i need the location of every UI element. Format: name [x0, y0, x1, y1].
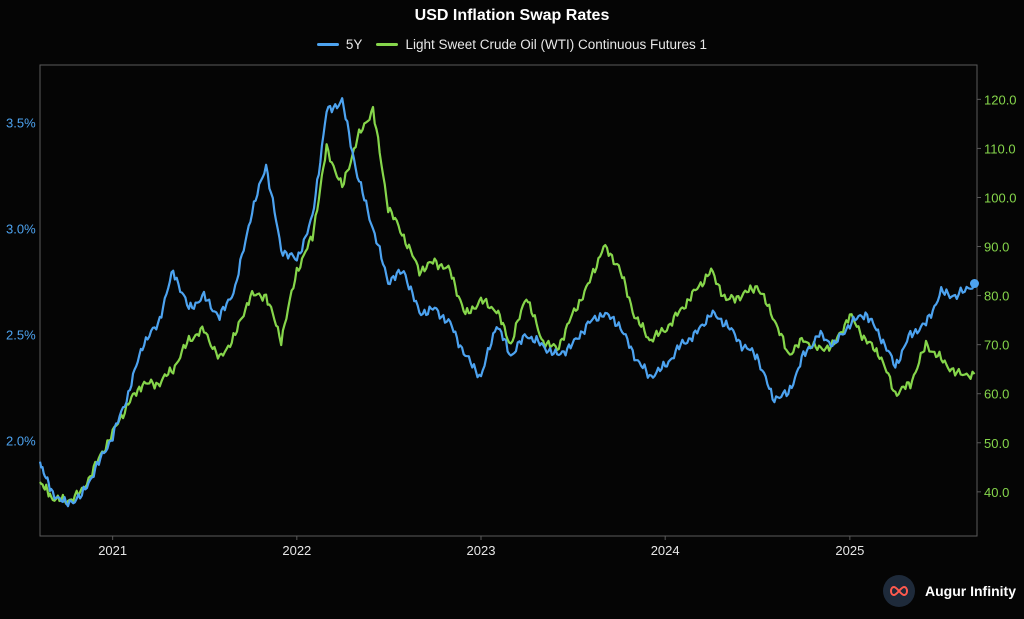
right-axis: 40.0 50.0 60.0 70.0 80.0 90.0 100.0 110.0 120.0: [977, 92, 1017, 500]
right-tick-label: 80.0: [984, 289, 1009, 304]
legend-item-5y[interactable]: 5Y: [316, 37, 363, 52]
x-tick-label: 2022: [282, 543, 311, 558]
left-tick-label: 3.0%: [6, 221, 36, 236]
legend-label-5y: 5Y: [345, 37, 363, 52]
brand-name: Augur Infinity: [925, 583, 1016, 599]
right-tick-label: 60.0: [984, 387, 1009, 402]
right-tick-label: 90.0: [984, 240, 1009, 255]
legend-swatch-5y: [316, 43, 339, 46]
x-tick-label: 2023: [467, 543, 496, 558]
x-tick-label: 2021: [98, 543, 127, 558]
right-tick-label: 70.0: [984, 338, 1009, 353]
series-end-marker-5y: [969, 279, 979, 289]
left-tick-label: 2.0%: [6, 434, 36, 449]
legend-label-wti: Light Sweet Crude Oil (WTI) Continuous F…: [405, 37, 708, 52]
x-tick-label: 2024: [651, 543, 680, 558]
right-tick-label: 110.0: [984, 141, 1016, 156]
chart-title: USD Inflation Swap Rates: [414, 7, 610, 24]
right-tick-label: 40.0: [984, 485, 1009, 500]
brand: Augur Infinity: [883, 575, 1016, 607]
x-axis: 2021 2022 2023 2024 2025: [98, 536, 864, 558]
legend-item-wti[interactable]: Light Sweet Crude Oil (WTI) Continuous F…: [376, 37, 707, 52]
series-line-wti: [39, 105, 976, 505]
right-tick-label: 120.0: [984, 92, 1017, 107]
left-tick-label: 3.5%: [6, 115, 36, 130]
legend: 5Y Light Sweet Crude Oil (WTI) Continuou…: [0, 37, 1024, 52]
x-tick-label: 2025: [835, 543, 864, 558]
series-line-5y: [38, 97, 976, 508]
infinity-logo-icon: [883, 575, 915, 607]
series-layer: [38, 97, 979, 508]
right-tick-label: 50.0: [984, 436, 1009, 451]
left-tick-label: 2.5%: [6, 327, 36, 342]
left-axis: 2.0% 2.5% 3.0% 3.5%: [6, 115, 36, 448]
plot-frame: [39, 64, 978, 537]
legend-swatch-wti: [376, 43, 399, 46]
right-tick-label: 100.0: [984, 190, 1017, 205]
